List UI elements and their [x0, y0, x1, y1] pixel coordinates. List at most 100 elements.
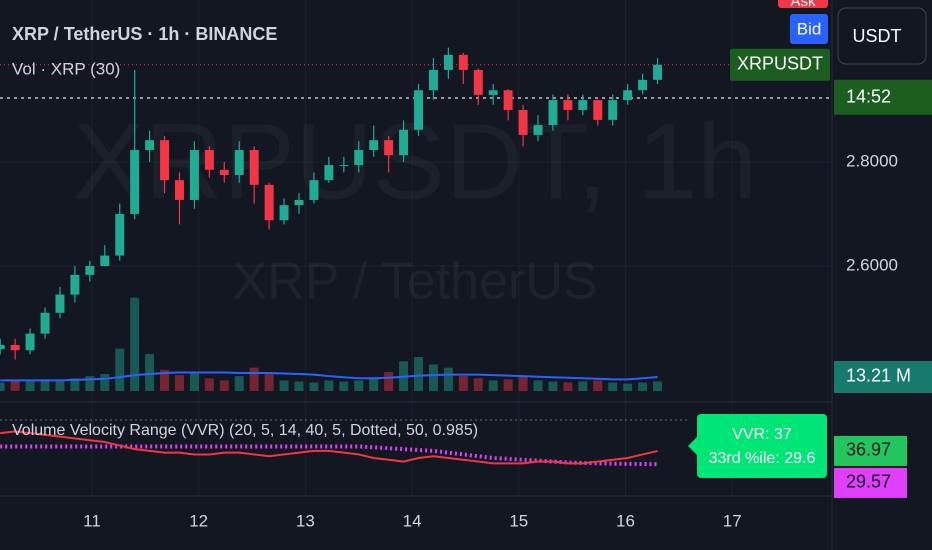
- volume-bar: [593, 380, 603, 391]
- candle-body: [130, 150, 140, 214]
- candle-body: [175, 180, 184, 200]
- volume-bar: [219, 380, 229, 391]
- candle-body: [488, 90, 498, 95]
- volume-bar: [608, 382, 618, 391]
- volume-bar: [25, 381, 35, 391]
- volume-bar: [10, 380, 20, 391]
- indicator-label: Volume Velocity Range (VVR) (20, 5, 14, …: [12, 422, 478, 439]
- countdown-label: 14:52: [846, 86, 891, 106]
- volume-bar: [160, 369, 170, 391]
- volume-bar: [638, 382, 648, 391]
- vvr-line: [0, 430, 658, 465]
- volume-bar: [294, 381, 304, 391]
- candle-body: [608, 100, 618, 120]
- volume-bar: [70, 378, 80, 391]
- candle-body: [324, 165, 334, 181]
- candle-body: [503, 90, 513, 110]
- candle-body: [653, 64, 663, 80]
- candle-body: [279, 205, 289, 221]
- candle-body: [0, 345, 5, 350]
- volume-bar: [40, 379, 50, 391]
- candle-body: [369, 140, 379, 151]
- candle-body: [189, 150, 199, 200]
- candle-body: [428, 69, 438, 91]
- candle-body: [309, 180, 319, 200]
- volume-bar: [309, 382, 319, 391]
- volume-bar: [548, 381, 558, 391]
- candle-body: [533, 125, 543, 135]
- candle-body: [204, 150, 214, 170]
- volume-bar: [85, 376, 95, 391]
- candle-body: [518, 109, 528, 135]
- vvr-tag: [834, 467, 907, 498]
- symbol-tag-label: XRPUSDT: [737, 53, 823, 73]
- candle-body: [593, 100, 603, 120]
- countdown-tag: [834, 79, 932, 115]
- volume-tag-label: 13.21 M: [846, 366, 911, 386]
- vvr-box: [697, 414, 827, 478]
- volume-bar: [473, 378, 483, 391]
- volume-bar: [458, 376, 468, 391]
- symbol-tag: [730, 48, 830, 81]
- volume-bar: [339, 381, 349, 391]
- vvr-tag-label: 29.57: [846, 472, 891, 492]
- candle-body: [623, 90, 633, 101]
- vvr-box-text: VVR: 37: [732, 426, 792, 443]
- volume-bar: [533, 380, 543, 391]
- volume-bar: [354, 380, 364, 391]
- volume-bar: [414, 357, 423, 391]
- candle-body: [160, 140, 170, 181]
- volume-bar: [100, 374, 110, 391]
- candle-body: [414, 90, 423, 130]
- x-tick-label: 15: [509, 511, 528, 530]
- candle-body: [10, 345, 20, 351]
- candle-body: [100, 255, 110, 266]
- candle-body: [234, 150, 244, 175]
- volume-bar: [488, 380, 498, 391]
- volume-label: Vol · XRP (30): [12, 59, 120, 78]
- volume-bar: [369, 378, 379, 391]
- volume-bar: [115, 348, 125, 391]
- candle-body: [473, 69, 483, 95]
- bid-label[interactable]: Bid: [797, 19, 822, 38]
- volume-bar: [384, 371, 394, 391]
- volume-bar: [518, 376, 528, 391]
- volume-bar: [279, 380, 289, 391]
- volume-bar: [234, 376, 244, 391]
- x-tick-label: 17: [723, 511, 742, 530]
- ask-button[interactable]: [778, 0, 828, 8]
- volume-bar: [443, 367, 453, 391]
- candle-body: [548, 100, 558, 126]
- candle-body: [145, 140, 155, 151]
- candle-body: [458, 54, 468, 70]
- volume-bar: [130, 297, 140, 391]
- candle-body: [55, 294, 65, 313]
- candle-body: [294, 199, 304, 206]
- y-tick-label: 2.6000: [846, 255, 898, 274]
- candle-body: [384, 140, 394, 156]
- volume-ma: [0, 371, 658, 382]
- volume-bar: [204, 378, 214, 391]
- candle-body: [264, 184, 274, 221]
- candle-body: [638, 79, 648, 91]
- volume-bar: [563, 382, 573, 391]
- candle-body: [40, 312, 50, 334]
- x-tick-label: 11: [83, 511, 101, 530]
- x-tick-label: 16: [616, 511, 635, 530]
- volume-bar: [428, 364, 438, 391]
- bid-button[interactable]: [790, 14, 828, 44]
- vvr-tag: [834, 435, 907, 466]
- candle-body: [578, 100, 588, 110]
- candle-body: [563, 100, 573, 110]
- volume-bar: [623, 383, 633, 391]
- candle-body: [339, 165, 349, 167]
- volume-bar: [175, 375, 184, 391]
- currency-label[interactable]: USDT: [853, 26, 902, 46]
- volume-bar: [264, 374, 274, 391]
- candle-body: [85, 265, 95, 275]
- vvr-box-pointer: [688, 437, 697, 455]
- ask-label[interactable]: Ask: [790, 0, 816, 10]
- currency-button[interactable]: [837, 7, 927, 65]
- volume-bar: [249, 367, 259, 391]
